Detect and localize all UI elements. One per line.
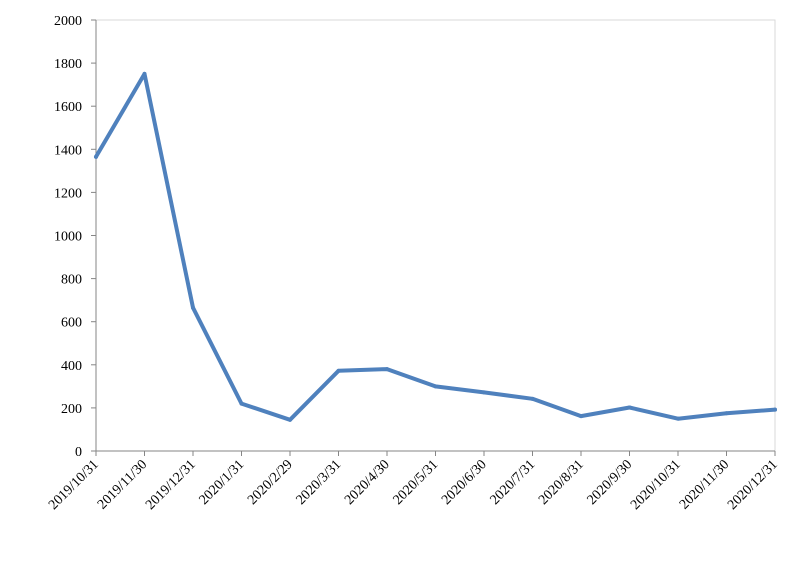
x-tick-label: 2020/7/31 <box>488 457 539 508</box>
data-point <box>239 401 244 406</box>
x-tick-label: 2020/11/30 <box>677 457 732 512</box>
y-tick-label: 1400 <box>54 143 82 158</box>
x-tick-label: 2020/5/31 <box>391 457 442 508</box>
x-tick-label: 2020/2/29 <box>245 457 296 508</box>
data-point <box>482 390 486 395</box>
data-point <box>530 396 535 401</box>
x-tick-label: 2020/1/31 <box>197 457 248 508</box>
y-tick-label: 800 <box>61 273 82 288</box>
y-tick-label: 600 <box>61 316 82 331</box>
x-axis: 2019/10/312019/11/302019/12/312020/1/312… <box>46 450 781 513</box>
y-axis: 0 200 400 600 800 1000 1200 1400 1600 1800 2000 <box>54 14 97 460</box>
y-tick-label: 1200 <box>54 186 82 201</box>
series-layer <box>94 71 777 422</box>
data-point <box>676 416 680 421</box>
x-tick-label: 2020/3/31 <box>294 457 345 508</box>
x-tick-label: 2019/10/31 <box>46 457 102 513</box>
data-point <box>724 411 729 416</box>
series-line <box>94 71 777 422</box>
x-tick-label: 2020/10/31 <box>628 457 684 513</box>
data-point <box>191 305 195 310</box>
y-tick-label: 400 <box>61 359 82 374</box>
data-point <box>385 367 389 372</box>
x-tick-label: 2020/9/30 <box>585 457 636 508</box>
data-point <box>627 405 632 410</box>
data-point <box>94 154 98 159</box>
data-point <box>288 417 292 422</box>
data-point <box>433 384 438 389</box>
y-tick-label: 1600 <box>54 100 82 115</box>
x-tick-label: 2020/12/31 <box>725 457 781 513</box>
x-tick-label: 2020/8/31 <box>536 457 587 508</box>
data-point <box>336 368 341 373</box>
y-tick-label: 1800 <box>54 57 82 72</box>
x-tick-label: 2020/4/30 <box>342 457 393 508</box>
x-tick-label: 2019/11/30 <box>95 457 150 512</box>
data-point <box>773 407 777 412</box>
data-point <box>579 414 583 419</box>
y-tick-label: 200 <box>61 402 82 417</box>
y-tick-label: 2000 <box>54 14 82 29</box>
x-tick-label: 2019/12/31 <box>143 457 199 513</box>
y-tick-label: 0 <box>75 445 82 460</box>
y-tick-label: 1000 <box>54 230 82 245</box>
x-tick-label: 2020/6/30 <box>439 457 490 508</box>
data-point <box>142 71 147 76</box>
